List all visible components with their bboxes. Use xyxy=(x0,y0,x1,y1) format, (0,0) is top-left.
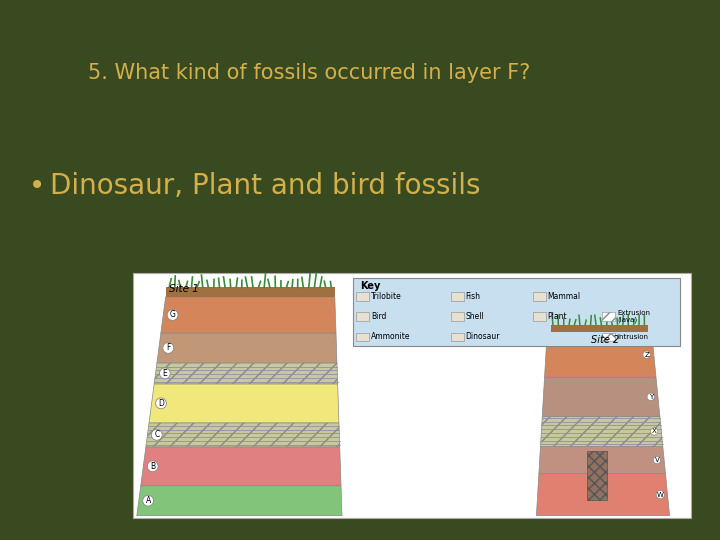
Bar xyxy=(451,312,464,321)
Polygon shape xyxy=(536,474,670,516)
Text: Ammonite: Ammonite xyxy=(371,332,410,341)
Text: Z: Z xyxy=(644,352,649,357)
Text: W: W xyxy=(657,491,664,498)
Polygon shape xyxy=(149,384,339,423)
Text: Dinosaur: Dinosaur xyxy=(466,332,500,341)
Text: C: C xyxy=(154,430,159,440)
Polygon shape xyxy=(137,486,342,516)
Polygon shape xyxy=(154,363,338,384)
Text: •: • xyxy=(29,172,45,200)
Text: D: D xyxy=(158,399,164,408)
Text: G: G xyxy=(170,310,176,320)
Text: Site 2: Site 2 xyxy=(590,335,619,345)
Bar xyxy=(353,278,680,346)
Bar xyxy=(587,451,607,500)
Text: Key: Key xyxy=(360,281,380,291)
Text: A: A xyxy=(145,496,150,505)
Polygon shape xyxy=(544,332,656,377)
Text: 5. What kind of fossils occurred in layer F?: 5. What kind of fossils occurred in laye… xyxy=(89,63,531,83)
Bar xyxy=(533,292,546,301)
Text: Site 1: Site 1 xyxy=(168,284,199,294)
Text: Trilobite: Trilobite xyxy=(371,292,402,301)
Text: F: F xyxy=(166,343,171,353)
Bar xyxy=(166,287,335,297)
Bar xyxy=(133,273,691,518)
Bar xyxy=(356,312,369,321)
Bar xyxy=(451,333,464,341)
Polygon shape xyxy=(161,297,336,333)
Bar xyxy=(602,312,615,321)
Text: Shell: Shell xyxy=(466,312,485,321)
Bar xyxy=(533,312,546,321)
Text: X: X xyxy=(652,428,657,434)
Bar xyxy=(451,292,464,301)
Bar xyxy=(551,325,648,332)
Text: Fish: Fish xyxy=(466,292,480,301)
Text: E: E xyxy=(163,369,167,378)
Bar xyxy=(356,333,369,341)
Text: B: B xyxy=(150,462,156,471)
Text: Plant: Plant xyxy=(547,312,567,321)
Polygon shape xyxy=(140,447,341,486)
Text: Intrusion: Intrusion xyxy=(618,334,649,340)
Text: Dinosaur, Plant and bird fossils: Dinosaur, Plant and bird fossils xyxy=(50,172,481,200)
Polygon shape xyxy=(542,377,660,416)
Bar xyxy=(356,292,369,301)
Text: Y: Y xyxy=(649,394,653,400)
Polygon shape xyxy=(539,447,665,474)
Text: Mammal: Mammal xyxy=(547,292,580,301)
Polygon shape xyxy=(157,333,337,363)
Text: Extrusion
(lava): Extrusion (lava) xyxy=(618,310,651,323)
Polygon shape xyxy=(541,416,663,447)
Bar xyxy=(602,333,615,341)
Polygon shape xyxy=(146,423,340,447)
Text: V: V xyxy=(654,457,660,463)
Text: Bird: Bird xyxy=(371,312,386,321)
